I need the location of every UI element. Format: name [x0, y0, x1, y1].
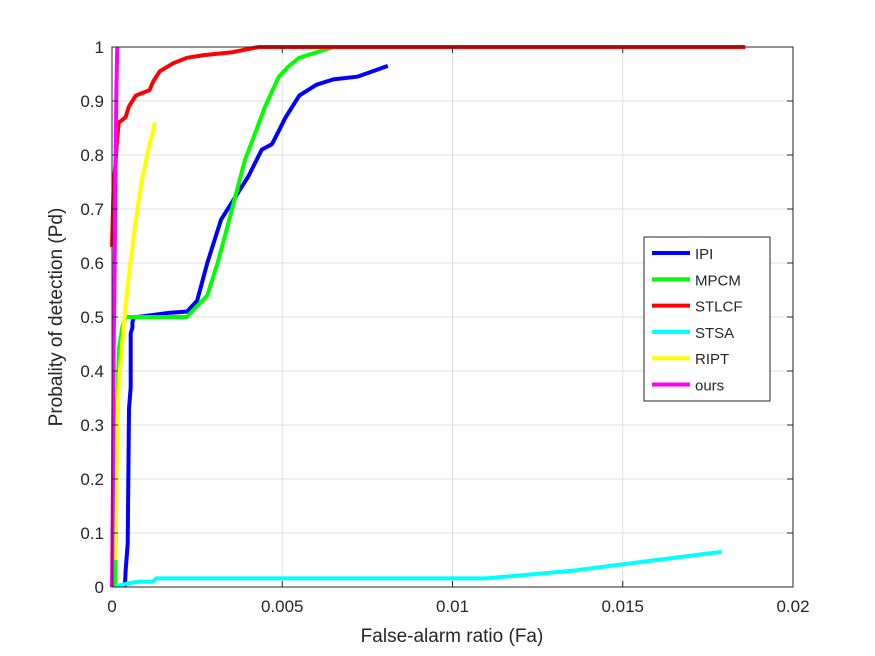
series-line-ipi [122, 64, 389, 588]
y-tick-label: 0.8 [80, 146, 104, 165]
legend-label-ipi: IPI [695, 246, 713, 263]
legend-label-stsa: STSA [695, 325, 734, 342]
y-tick-label: 0.3 [80, 416, 104, 435]
x-tick-label: 0.015 [601, 597, 644, 616]
legend: IPI MPCM STLCF STSA RIPT ours [643, 236, 771, 402]
y-tick-label: 1 [95, 38, 104, 57]
x-tick-label: 0.005 [261, 597, 304, 616]
y-tick-label: 0.6 [80, 254, 104, 273]
x-tick-label: 0.02 [776, 597, 809, 616]
series-line-ours [110, 46, 120, 588]
series-line-mpcm [113, 45, 344, 587]
legend-label-mpcm: MPCM [695, 272, 741, 289]
y-tick-label: 0.7 [80, 200, 104, 219]
x-tick-label: 0 [107, 597, 116, 616]
y-axis-label: Probality of detection (Pd) [46, 208, 67, 427]
legend-label-ours: ours [695, 378, 724, 395]
legend-box [643, 236, 771, 402]
y-tick-label: 0 [95, 578, 104, 597]
x-axis-label: False-alarm ratio (Fa) [361, 626, 544, 647]
grid [112, 47, 793, 587]
legend-label-ript: RIPT [695, 351, 729, 368]
series-line-ript [113, 122, 157, 561]
y-tick-label: 0.1 [80, 524, 104, 543]
y-tick-label: 0.4 [80, 362, 104, 381]
series-group [110, 45, 746, 588]
x-tick-label: 0.01 [436, 597, 469, 616]
y-tick-label: 0.5 [80, 308, 104, 327]
ticks: 0 0.005 0.01 0.015 0.02 0 0.1 0.2 0.3 0.4 0.5 0.6 0.… [80, 38, 809, 616]
series-line-stsa [115, 549, 722, 588]
legend-label-stlcf: STLCF [695, 299, 743, 316]
y-tick-label: 0.9 [80, 92, 104, 111]
y-tick-label: 0.2 [80, 470, 104, 489]
